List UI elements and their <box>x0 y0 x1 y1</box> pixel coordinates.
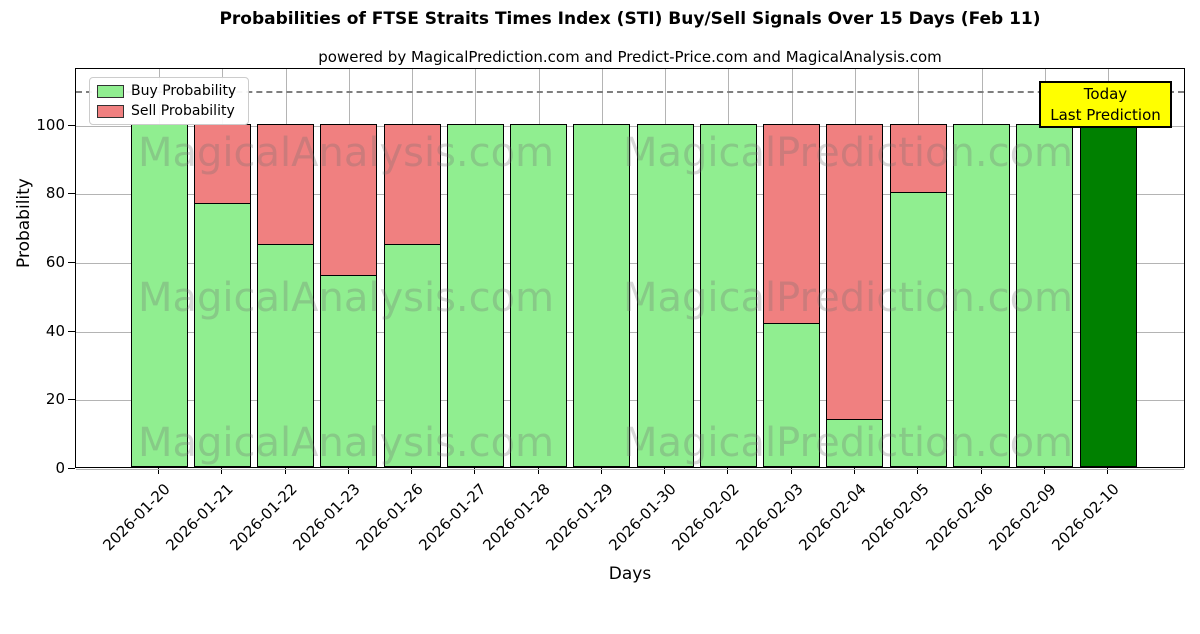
plot-area: MagicalAnalysis.com MagicalPrediction.com… <box>75 67 1185 470</box>
y-tick-mark <box>68 330 75 332</box>
x-tick-mark <box>980 468 982 474</box>
chart-title: Probabilities of FTSE Straits Times Inde… <box>219 9 1041 29</box>
bar-buy-segment <box>573 123 631 467</box>
today-annotation-line2: Last Prediction <box>1050 105 1161 124</box>
x-tick-mark <box>221 468 223 474</box>
legend-item-buy: Buy Probability <box>97 83 240 99</box>
bar <box>130 67 188 467</box>
x-axis-label: Days <box>608 564 652 584</box>
x-tick-mark <box>1107 468 1109 474</box>
chart-figure: Probabilities of FTSE Straits Times Inde… <box>14 9 1185 584</box>
bar-buy-segment <box>826 418 884 467</box>
legend-label-sell: Sell Probability <box>131 103 235 119</box>
x-tick-mark <box>853 468 855 474</box>
x-tick-mark <box>727 468 729 474</box>
bar <box>699 67 757 467</box>
y-tick-mark <box>68 193 75 195</box>
x-tick-mark <box>537 468 539 474</box>
x-tick-mark <box>347 468 349 474</box>
y-tick-label: 0 <box>55 459 65 477</box>
bar-sell-segment <box>826 123 884 420</box>
bar-buy-segment <box>953 123 1010 467</box>
bar-buy-segment <box>889 192 947 467</box>
bar-buy-segment <box>1016 123 1074 467</box>
bar-buy-segment <box>636 123 694 467</box>
bar-buy-segment <box>699 123 757 467</box>
bar-buy-segment <box>1079 123 1137 467</box>
dashed-line <box>76 91 1184 94</box>
bar-buy-segment <box>763 322 821 467</box>
bar-buy-segment <box>193 202 251 467</box>
y-tick-label: 60 <box>45 252 65 271</box>
y-tick-label: 80 <box>45 184 65 203</box>
today-annotation-box: Today Last Prediction <box>1039 81 1172 128</box>
x-tick-mark <box>474 468 476 474</box>
bar <box>636 67 694 467</box>
y-tick-mark <box>68 468 75 469</box>
x-tick-mark <box>790 468 792 474</box>
bar-sell-segment <box>257 123 315 245</box>
y-tick-label: 40 <box>45 321 65 340</box>
bar <box>1079 67 1137 467</box>
bar-buy-segment <box>320 274 378 467</box>
x-tick-mark <box>284 468 286 474</box>
chart-subtitle: powered by MagicalPrediction.com and Pre… <box>318 48 942 66</box>
x-tick-mark <box>411 468 413 474</box>
bar <box>573 67 631 467</box>
h-gridline <box>76 469 1184 470</box>
bar-buy-segment <box>257 243 315 467</box>
bar <box>257 67 315 467</box>
bar-sell-segment <box>383 123 441 245</box>
bar-buy-segment <box>130 123 188 467</box>
y-axis-label: Probability <box>14 178 34 268</box>
x-tick-mark <box>600 468 602 474</box>
legend-item-sell: Sell Probability <box>97 103 240 119</box>
bar <box>446 67 504 467</box>
y-tick-label: 20 <box>45 390 65 409</box>
legend-swatch-buy <box>97 84 124 98</box>
bar <box>193 67 251 467</box>
bar <box>953 67 1010 467</box>
y-tick-mark <box>68 399 75 401</box>
y-tick-mark <box>68 261 75 263</box>
bar-sell-segment <box>763 123 821 324</box>
x-tick-mark <box>664 468 666 474</box>
bar <box>763 67 821 467</box>
bar-buy-segment <box>383 243 441 467</box>
y-tick-mark <box>68 124 75 126</box>
x-tick-mark <box>158 468 159 474</box>
bar-buy-segment <box>510 123 568 467</box>
bar-buy-segment <box>446 123 504 467</box>
bar <box>383 67 441 467</box>
legend: Buy Probability Sell Probability <box>89 77 249 125</box>
bar-sell-segment <box>889 123 947 194</box>
legend-label-buy: Buy Probability <box>131 83 237 99</box>
bar <box>1016 67 1074 467</box>
x-tick-mark <box>917 468 919 474</box>
bar-sell-segment <box>193 123 251 204</box>
bar <box>320 67 378 467</box>
legend-swatch-sell <box>97 104 124 118</box>
bar <box>889 67 947 467</box>
y-tick-label: 100 <box>36 115 65 134</box>
bar <box>510 67 568 467</box>
today-annotation-line1: Today <box>1083 84 1128 103</box>
bar <box>826 67 884 467</box>
bar-sell-segment <box>320 123 378 276</box>
x-tick-mark <box>1043 468 1045 474</box>
